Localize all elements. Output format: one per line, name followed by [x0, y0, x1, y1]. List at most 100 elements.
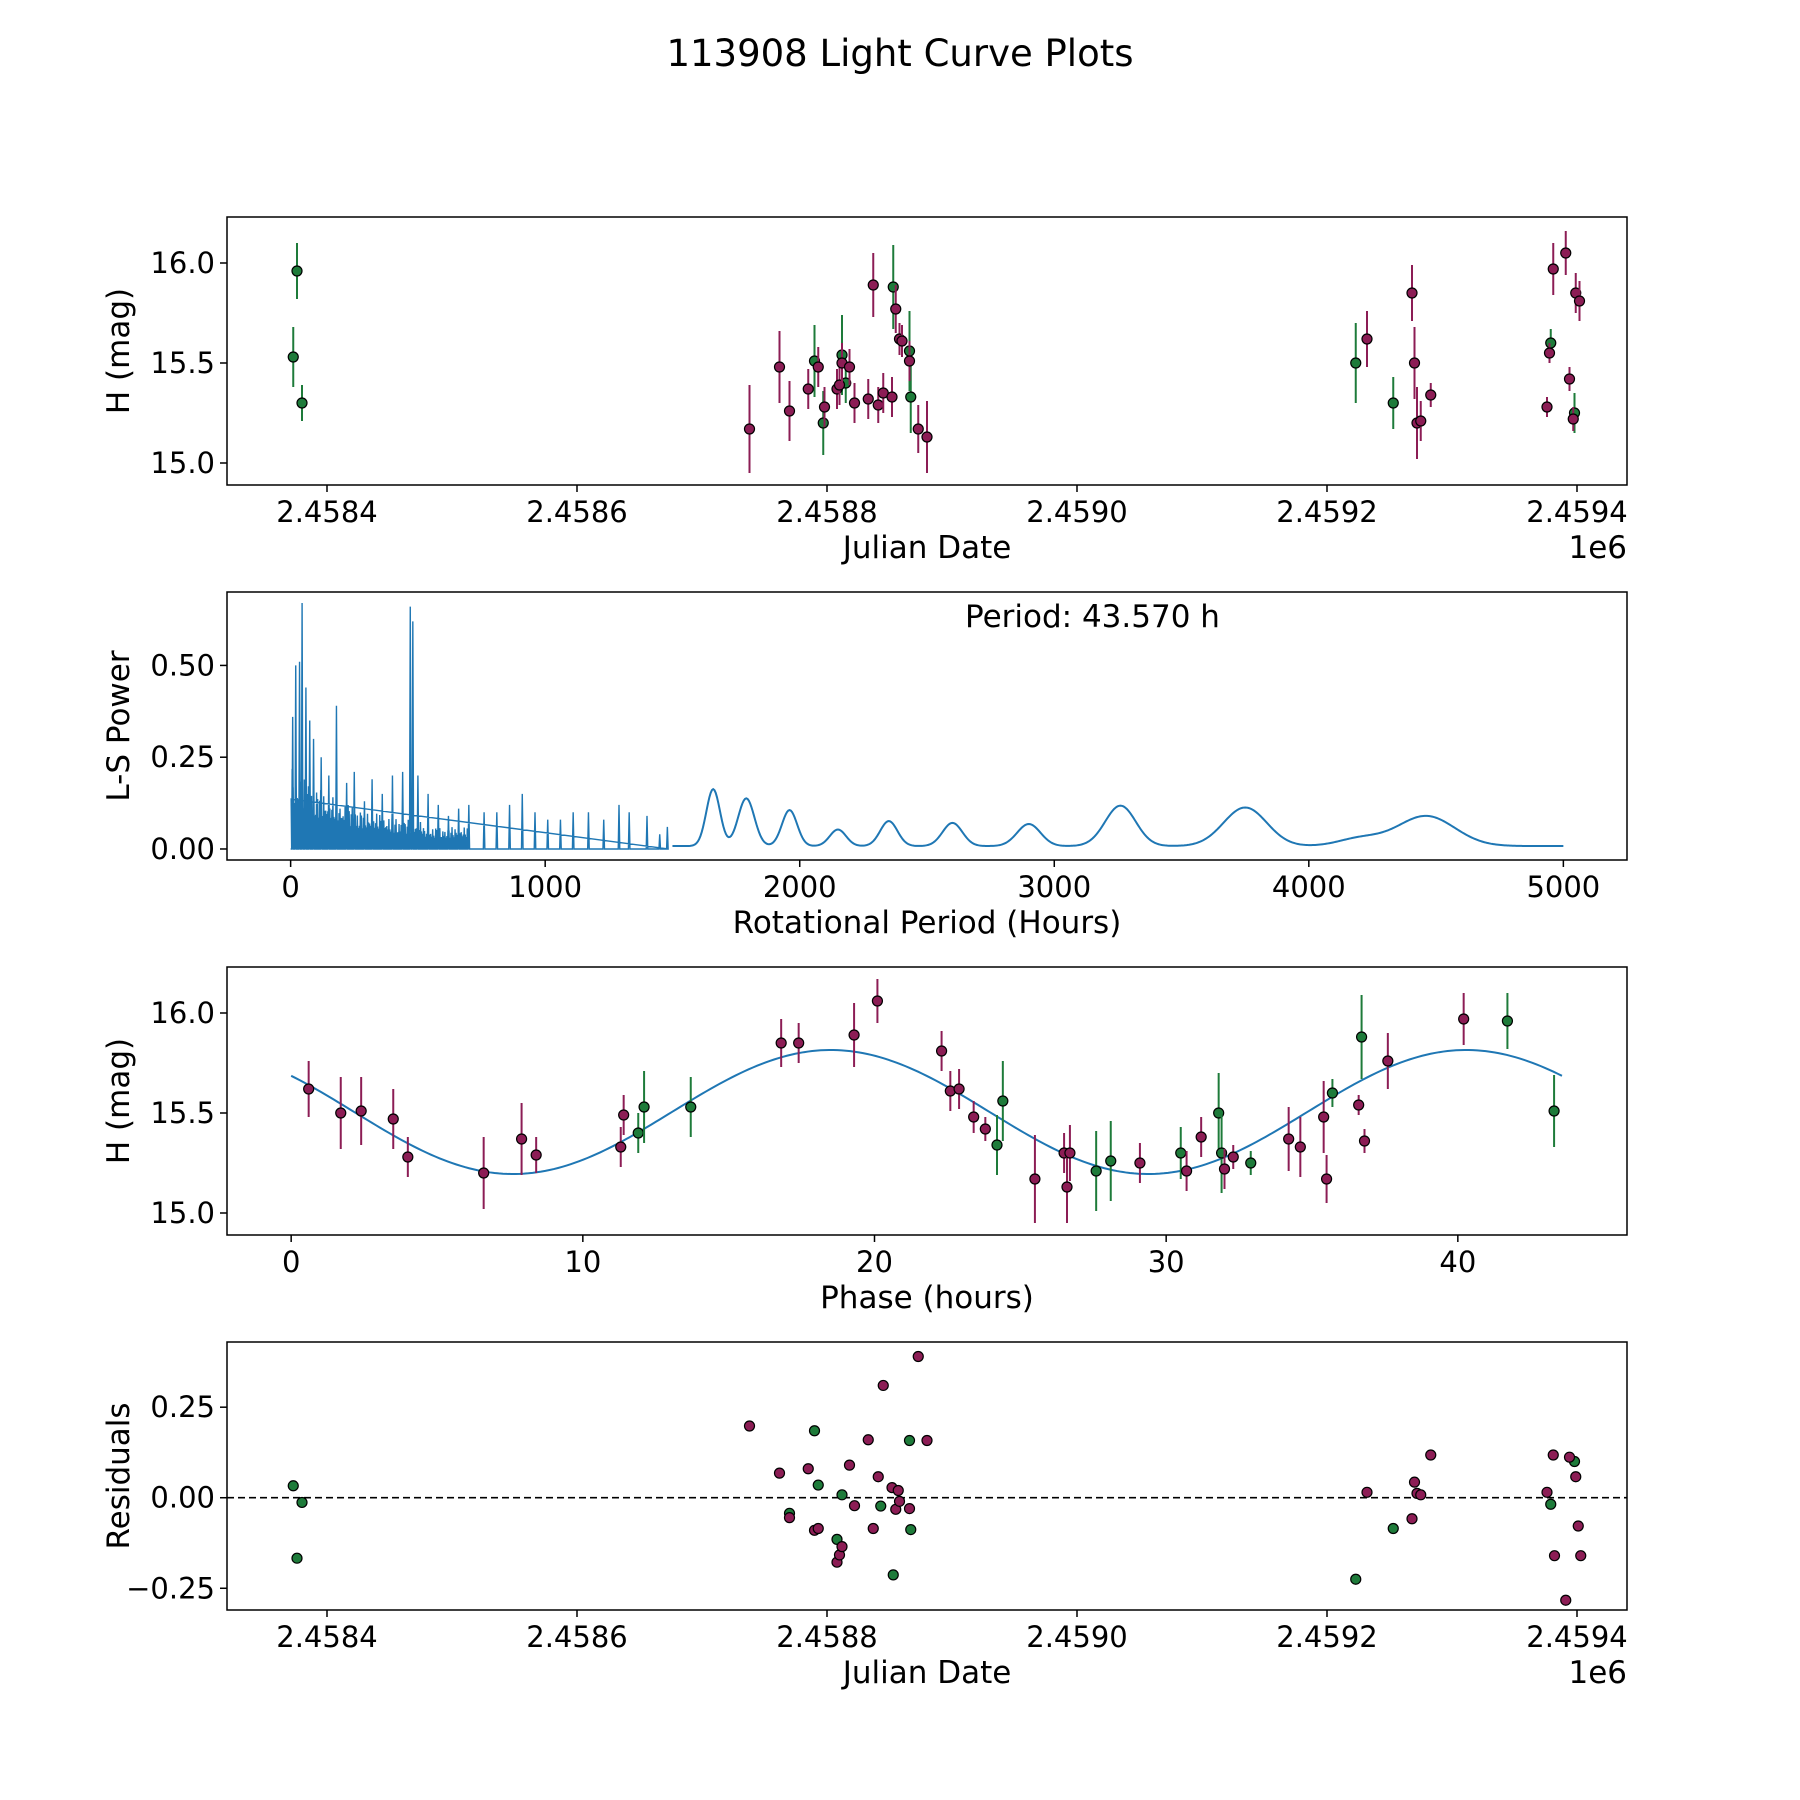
data-point	[1541, 401, 1553, 413]
data-point	[1382, 1055, 1394, 1067]
periodogram-curve	[672, 787, 1564, 848]
data-point	[303, 1083, 315, 1095]
data-point	[886, 391, 898, 403]
data-point	[793, 1037, 805, 1049]
data-point	[836, 1489, 848, 1501]
x-tick-label: 2.4586	[526, 495, 627, 529]
data-point	[912, 423, 924, 435]
data-point	[287, 1480, 299, 1492]
data-point	[991, 1139, 1003, 1151]
x-tick-label: 1000	[508, 870, 582, 904]
data-point	[1090, 1165, 1102, 1177]
data-point	[1560, 247, 1572, 259]
data-point	[1547, 1449, 1559, 1461]
x-axis-label: Rotational Period (Hours)	[733, 905, 1122, 941]
data-point	[812, 1522, 824, 1535]
data-point	[1560, 1594, 1572, 1606]
data-point	[1548, 1105, 1560, 1117]
data-point	[953, 1083, 965, 1095]
y-tick-label: 15.5	[150, 346, 215, 380]
y-tick-label: 15.0	[150, 1196, 215, 1230]
data-point	[783, 1512, 796, 1524]
data-point	[1355, 1031, 1368, 1043]
x-tick-label: 2.4584	[276, 495, 377, 529]
data-point	[1573, 295, 1586, 307]
data-point	[1029, 1173, 1041, 1185]
x-tick-label: 2.4588	[776, 1620, 877, 1654]
x-tick-label: 30	[1148, 1245, 1185, 1279]
y-tick-label: 0.25	[150, 1390, 215, 1424]
y-tick-label: 0.25	[150, 740, 215, 774]
data-point	[812, 361, 824, 373]
phased-plot-area	[290, 979, 1563, 1223]
data-point	[1294, 1141, 1306, 1153]
y-tick-label: 15.0	[150, 446, 215, 480]
lightcurve-plot-area	[287, 231, 1586, 473]
x-axis-label: Julian Date	[841, 1655, 1012, 1691]
data-point	[1195, 1131, 1207, 1143]
figure-title: 113908 Light Curve Plots	[666, 32, 1133, 75]
data-point	[893, 1495, 906, 1507]
data-point	[848, 1500, 861, 1512]
data-point	[867, 279, 879, 291]
data-point	[638, 1101, 650, 1113]
data-point	[979, 1123, 991, 1135]
x-axis-label: Phase (hours)	[820, 1280, 1034, 1316]
residuals-plot-area	[227, 1350, 1627, 1606]
data-point	[1458, 1013, 1470, 1025]
x-tick-label: 2.4584	[276, 1620, 377, 1654]
data-point	[1541, 1486, 1553, 1498]
data-point	[802, 1463, 814, 1475]
data-point	[1543, 347, 1556, 359]
x-tick-label: 2.4592	[1276, 495, 1377, 529]
data-point	[862, 393, 874, 405]
data-point	[1361, 333, 1373, 345]
data-point	[402, 1151, 414, 1163]
data-point	[848, 397, 861, 409]
residuals-panel: 2.4584 2.4586 2.4588 2.4590 2.4592 2.4594 −0.2…	[101, 1341, 1628, 1691]
data-point	[783, 405, 796, 417]
phased-frame	[226, 966, 1628, 1236]
data-point	[773, 1467, 786, 1479]
data-point	[903, 355, 916, 367]
data-point	[903, 1502, 916, 1515]
data-point	[896, 335, 908, 347]
data-point	[773, 361, 786, 373]
data-point	[867, 1522, 879, 1535]
model-fit-curve	[290, 1049, 1563, 1175]
data-point	[1318, 1111, 1330, 1123]
data-point	[935, 1045, 948, 1057]
data-point	[287, 351, 299, 363]
data-point	[1425, 1449, 1437, 1461]
data-point	[1545, 1498, 1557, 1510]
lightcurve-panel: 2.4584 2.4586 2.4588 2.4590 2.4592 2.4594 15.0…	[101, 216, 1628, 566]
data-point	[802, 383, 814, 395]
data-point	[291, 265, 303, 277]
x-tick-label: 2.4590	[1026, 495, 1127, 529]
data-point	[743, 423, 756, 435]
lightcurve-frame	[226, 216, 1628, 486]
data-point	[1406, 1513, 1418, 1525]
data-point	[355, 1105, 367, 1117]
data-point	[615, 1141, 627, 1153]
data-point	[775, 1037, 787, 1049]
data-point	[1358, 1135, 1371, 1147]
data-point	[1245, 1157, 1257, 1169]
data-point	[1575, 1550, 1587, 1562]
data-point	[1545, 337, 1557, 349]
data-point	[1350, 1573, 1362, 1585]
y-axis-label: H (mag)	[101, 288, 137, 414]
data-point	[903, 1434, 916, 1447]
data-point	[1563, 1451, 1576, 1463]
data-point	[848, 1029, 860, 1041]
data-point	[1387, 1522, 1399, 1535]
y-tick-label: 15.5	[150, 1096, 215, 1130]
data-point	[632, 1127, 644, 1139]
data-point	[1227, 1151, 1239, 1163]
data-point	[872, 399, 884, 411]
periodogram-panel: 0 1000 2000 3000 4000 5000 0.00 0.25 0.50 Rotatio…	[101, 591, 1628, 941]
data-point	[1572, 1520, 1584, 1532]
data-point	[1567, 413, 1579, 425]
data-point	[921, 431, 933, 443]
